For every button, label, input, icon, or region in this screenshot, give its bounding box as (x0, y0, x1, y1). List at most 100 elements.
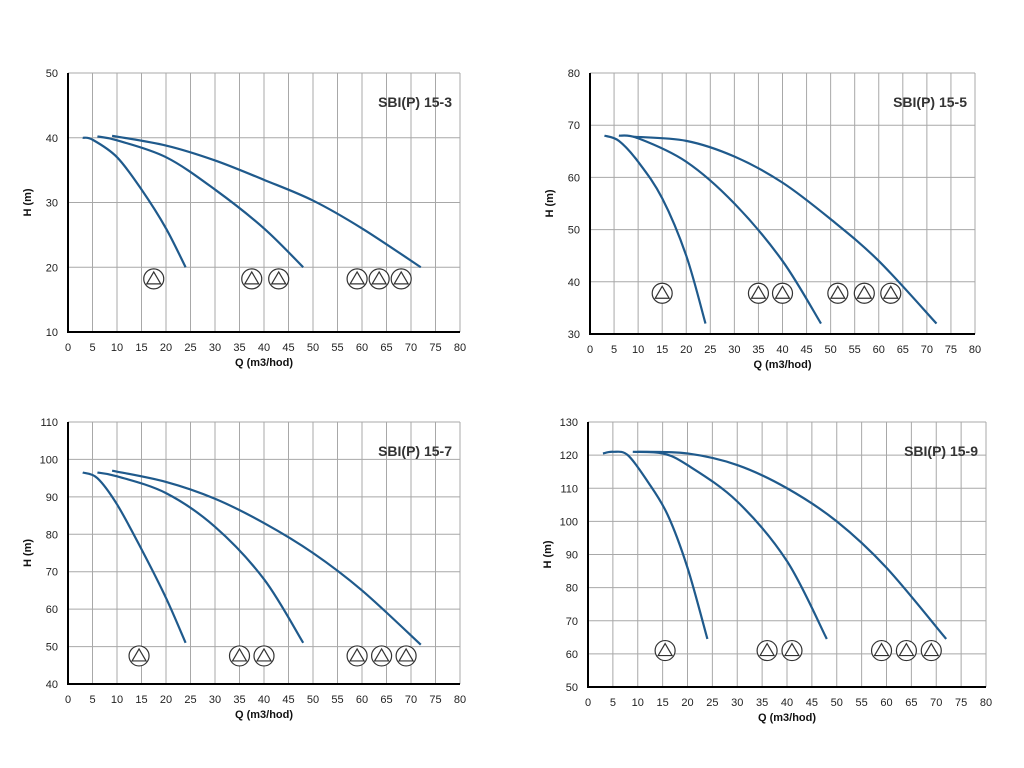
x-tick-label: 35 (233, 342, 245, 354)
pump-icon (756, 639, 778, 662)
pump-icon (651, 282, 673, 304)
pump-icon-triangle (349, 270, 366, 285)
x-tick-label: 50 (831, 697, 843, 709)
x-tick-label: 60 (873, 344, 885, 356)
pump-icon-triangle (255, 647, 273, 662)
y-axis-label: H (m) (22, 539, 34, 567)
x-tick-label: 30 (728, 344, 740, 356)
pump-icon-triangle (371, 270, 388, 285)
pump-icon (241, 268, 263, 290)
y-tick-label: 110 (40, 417, 58, 429)
y-tick-label: 90 (566, 550, 578, 562)
x-tick-label: 15 (657, 697, 669, 709)
pump-icon (781, 639, 803, 662)
pump-icon-triangle (398, 647, 415, 662)
y-axis-label: H (m) (22, 188, 34, 216)
y-tick-label: 40 (46, 133, 58, 145)
pump-icon (920, 639, 942, 662)
x-tick-label: 80 (454, 342, 466, 354)
x-tick-label: 75 (945, 344, 957, 356)
x-tick-label: 55 (331, 694, 343, 706)
x-tick-label: 10 (111, 342, 123, 354)
x-tick-label: 70 (405, 342, 417, 354)
pump-icon (346, 268, 368, 290)
pump-curve-2 (632, 450, 828, 640)
x-tick-label: 55 (856, 697, 868, 709)
x-tick-label: 15 (656, 344, 668, 356)
x-tick-label: 50 (825, 344, 837, 356)
x-axis-label: Q (m3/hod) (235, 709, 293, 721)
pump-icon-triangle (349, 647, 366, 662)
chart-title: SBI(P) 15-3 (378, 94, 452, 110)
x-tick-label: 0 (65, 342, 71, 354)
pump-icon-triangle (654, 285, 671, 299)
y-tick-label: 40 (46, 679, 58, 691)
x-tick-label: 65 (905, 697, 917, 709)
pump-icon (827, 282, 849, 304)
pump-icon (228, 645, 251, 667)
x-tick-label: 70 (921, 344, 933, 356)
x-tick-label: 70 (405, 694, 417, 706)
x-tick-label: 80 (969, 344, 981, 356)
chart-panel-4: 0 5 10 15 20 25 30 35 40 45 50 55 60 65 70 75 80 50 60 70 80… (542, 417, 992, 724)
x-tick-label: 30 (209, 342, 221, 354)
x-tick-label: 65 (380, 694, 392, 706)
y-tick-label: 60 (568, 172, 580, 184)
chart-title: SBI(P) 15-9 (904, 443, 978, 459)
pump-icon-triangle (759, 642, 776, 657)
x-tick-label: 75 (429, 342, 441, 354)
pump-icon (395, 645, 417, 667)
pump-icon-triangle (898, 642, 915, 657)
y-axis-label: H (m) (544, 189, 556, 217)
y-tick-label: 70 (568, 120, 580, 132)
pump-icon (390, 268, 412, 290)
x-tick-label: 70 (930, 697, 942, 709)
y-tick-label: 130 (560, 417, 578, 429)
x-tick-label: 65 (897, 344, 909, 356)
x-tick-label: 20 (160, 694, 172, 706)
pump-icon-triangle (882, 285, 899, 299)
y-tick-label: 10 (46, 327, 58, 339)
x-tick-label: 30 (209, 694, 221, 706)
x-tick-label: 20 (160, 342, 172, 354)
y-tick-label: 100 (40, 454, 58, 466)
x-tick-label: 25 (184, 342, 196, 354)
pump-icon (368, 268, 390, 290)
pump-icon-triangle (131, 647, 148, 662)
y-tick-label: 80 (568, 68, 580, 80)
pump-icon-triangle (923, 642, 940, 657)
pump-icon (128, 645, 150, 667)
x-tick-label: 0 (65, 694, 71, 706)
x-tick-label: 25 (704, 344, 716, 356)
pump-icon (895, 639, 918, 662)
x-tick-label: 45 (800, 344, 812, 356)
y-tick-label: 50 (46, 68, 58, 80)
pump-icon-triangle (873, 642, 890, 657)
x-tick-label: 5 (89, 694, 95, 706)
y-tick-label: 60 (566, 649, 578, 661)
chart-panel-2: 0 5 10 15 20 25 30 35 40 45 50 55 60 65 70 75 80 30 40 50 60… (544, 68, 981, 371)
pump-icon-triangle (829, 285, 846, 299)
y-tick-label: 30 (568, 329, 580, 341)
x-tick-label: 5 (89, 342, 95, 354)
x-tick-label: 0 (587, 344, 593, 356)
pump-icon (253, 645, 275, 667)
pump-icon-triangle (856, 285, 873, 299)
y-tick-label: 90 (46, 492, 58, 504)
x-tick-label: 25 (184, 694, 196, 706)
pump-curve-3 (111, 469, 422, 646)
x-tick-label: 5 (610, 697, 616, 709)
pump-curve-1 (82, 471, 187, 644)
x-tick-label: 40 (258, 342, 270, 354)
x-tick-label: 40 (781, 697, 793, 709)
pump-icon (747, 282, 770, 304)
x-tick-label: 55 (331, 342, 343, 354)
x-tick-label: 45 (806, 697, 818, 709)
x-tick-label: 80 (454, 694, 466, 706)
chart-panel-1: 0 5 10 15 20 25 30 35 40 45 50 55 60 65 70 75 80 10 20 30 40… (22, 68, 466, 369)
x-tick-label: 50 (307, 342, 319, 354)
x-tick-label: 35 (756, 697, 768, 709)
pump-curve-1 (604, 134, 707, 324)
pump-curve-1 (602, 450, 709, 640)
